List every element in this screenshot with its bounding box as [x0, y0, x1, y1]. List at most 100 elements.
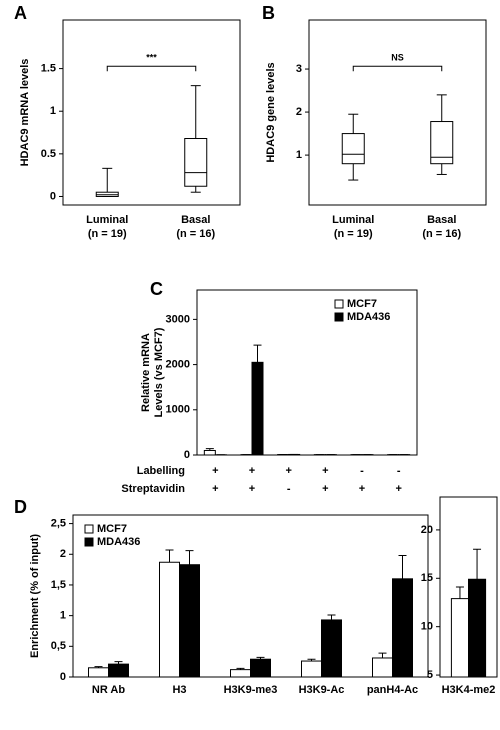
- row-cell: +: [249, 483, 255, 495]
- y-tick-label: 1: [60, 610, 66, 622]
- y-axis-label: HDAC9 mRNA levels: [19, 59, 31, 167]
- y-tick-label: 20: [421, 524, 433, 536]
- y-tick-label: 2000: [166, 358, 190, 370]
- x-tick-label: H3K9-Ac: [299, 684, 345, 696]
- error-bar: [256, 656, 265, 660]
- error-bar: [165, 549, 174, 563]
- row-cell: +: [322, 483, 328, 495]
- y-tick-label: 1000: [166, 404, 190, 416]
- error-bar: [473, 548, 482, 580]
- x-tick-label: Luminal: [332, 214, 374, 226]
- row-cell: -: [397, 465, 401, 477]
- significance-bracket: [352, 65, 443, 72]
- bar: [159, 561, 180, 678]
- x-tick-label: Luminal: [86, 214, 128, 226]
- y-tick-label: 2,5: [51, 517, 66, 529]
- row-cell: -: [360, 465, 364, 477]
- plot-frame: [196, 289, 418, 456]
- x-tick-note: (n = 19): [334, 228, 373, 240]
- bar: [251, 361, 264, 456]
- plot-frame: [308, 19, 487, 206]
- y-tick-label: 1,5: [51, 579, 66, 591]
- bar: [372, 657, 393, 678]
- significance-label: NS: [391, 53, 404, 63]
- bar: [230, 669, 251, 678]
- legend-swatch: [84, 537, 94, 547]
- row-cell: +: [322, 465, 328, 477]
- x-tick-label: Basal: [427, 214, 456, 226]
- legend-label: MCF7: [347, 298, 377, 310]
- y-tick-label: 0: [184, 449, 190, 461]
- error-bar: [378, 652, 387, 658]
- y-tick-label: 0.5: [41, 148, 56, 160]
- y-tick-label: 3: [296, 63, 302, 75]
- box: [430, 121, 454, 165]
- significance-label: ***: [146, 53, 157, 63]
- error-bar: [114, 661, 123, 665]
- legend-label: MCF7: [97, 523, 127, 535]
- row-label: Streptavidin: [121, 483, 185, 495]
- x-tick-label: Basal: [181, 214, 210, 226]
- panel-label: D: [14, 497, 27, 517]
- y-tick-label: 10: [421, 621, 433, 633]
- legend-label: MDA436: [347, 311, 390, 323]
- bar: [108, 663, 129, 678]
- bar: [179, 564, 200, 678]
- y-axis-label: Relative mRNA: [140, 333, 152, 412]
- bar: [203, 449, 216, 456]
- x-tick-note: (n = 19): [88, 228, 127, 240]
- bar: [392, 578, 413, 678]
- y-tick-label: 1: [50, 105, 56, 117]
- bar: [250, 658, 271, 678]
- error-bar: [398, 555, 407, 579]
- row-cell: +: [212, 483, 218, 495]
- box: [341, 133, 365, 165]
- row-cell: +: [395, 483, 401, 495]
- y-axis-label: HDAC9 gene levels: [265, 62, 277, 162]
- row-label: Labelling: [137, 465, 185, 477]
- y-tick-label: 2: [296, 106, 302, 118]
- y-tick-label: 2: [60, 548, 66, 560]
- error-bar: [94, 666, 103, 668]
- box: [184, 138, 208, 187]
- legend-swatch: [334, 312, 344, 322]
- row-cell: +: [359, 483, 365, 495]
- x-tick-note: (n = 16): [176, 228, 215, 240]
- error-bar: [327, 614, 336, 620]
- bar: [321, 619, 342, 678]
- legend-label: MDA436: [97, 536, 140, 548]
- error-bar: [455, 586, 464, 599]
- bar: [88, 667, 109, 678]
- legend-swatch: [334, 299, 344, 309]
- y-tick-label: 1.5: [41, 63, 56, 75]
- error-bar: [307, 658, 316, 662]
- y-tick-label: 5: [427, 669, 433, 681]
- error-bar: [205, 448, 214, 451]
- bar: [301, 660, 322, 678]
- row-cell: +: [212, 465, 218, 477]
- y-tick-label: 0: [60, 671, 66, 683]
- row-cell: +: [249, 465, 255, 477]
- error-bar: [236, 667, 245, 670]
- plot-frame: [62, 19, 241, 206]
- y-tick-label: 0,5: [51, 640, 66, 652]
- row-cell: -: [287, 483, 291, 495]
- x-tick-label: H3K9-me3: [224, 684, 278, 696]
- y-tick-label: 3000: [166, 313, 190, 325]
- error-bar: [185, 550, 194, 565]
- panel-label: C: [150, 279, 163, 299]
- bar: [468, 578, 487, 678]
- significance-bracket: [106, 65, 197, 72]
- row-cell: +: [285, 465, 291, 477]
- y-tick-label: 15: [421, 572, 433, 584]
- x-tick-label: panH4-Ac: [367, 684, 418, 696]
- panel-label: A: [14, 3, 27, 23]
- x-tick-label: H3: [172, 684, 186, 696]
- y-tick-label: 0: [50, 190, 56, 202]
- y-axis-label: Levels (vs MCF7): [153, 327, 165, 417]
- y-axis-label: Enrichment (% of input): [29, 534, 41, 658]
- error-bar: [253, 344, 262, 363]
- x-tick-note: (n = 16): [422, 228, 461, 240]
- x-tick-label: H3K4-me2: [442, 684, 496, 696]
